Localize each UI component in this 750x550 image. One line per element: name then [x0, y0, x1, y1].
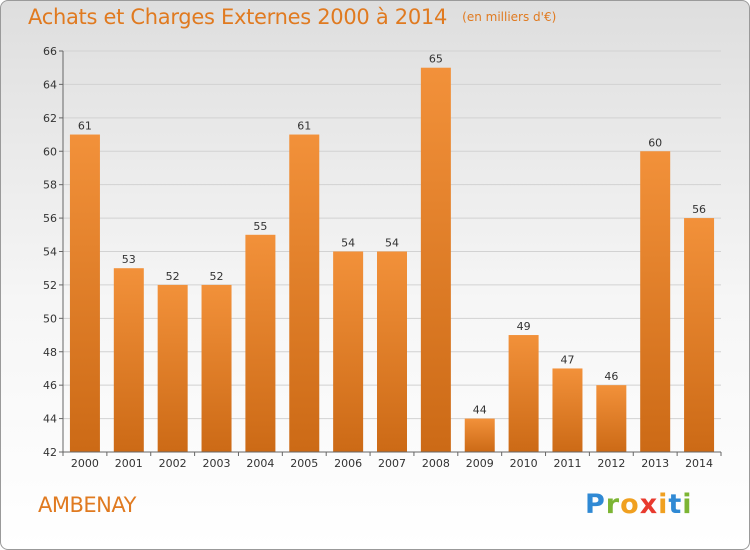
x-tick-label: 2007: [378, 457, 406, 470]
y-tick-label: 66: [43, 45, 57, 58]
bar: [157, 284, 188, 452]
bar: [420, 67, 451, 452]
data-label: 52: [166, 270, 180, 283]
x-tick-label: 2006: [334, 457, 362, 470]
y-tick-label: 48: [43, 346, 57, 359]
y-axis-ticks: 42 44 46 48 50 52 54 56 58 60 62 64 66: [43, 45, 63, 459]
bars: [69, 67, 715, 452]
logo-letter: t: [668, 489, 683, 520]
x-tick-label: 2012: [597, 457, 625, 470]
y-tick-label: 42: [43, 446, 57, 459]
bar: [640, 151, 671, 452]
y-tick-label: 62: [43, 112, 57, 125]
y-tick-label: 50: [43, 312, 57, 325]
y-tick-label: 54: [43, 246, 57, 259]
x-tick-label: 2005: [290, 457, 318, 470]
data-label: 49: [517, 320, 531, 333]
bar: [289, 134, 320, 452]
data-labels: 61 53 52 52 55 61 54 54 65 44 49 47 46 60 56: [78, 53, 706, 417]
x-tick-label: 2009: [466, 457, 494, 470]
proxiti-logo: Proxiti: [585, 489, 693, 520]
logo-letter: r: [605, 489, 621, 520]
logo-letter: P: [585, 489, 606, 520]
x-tick-label: 2008: [422, 457, 450, 470]
bar: [684, 218, 715, 452]
x-tick-label: 2011: [553, 457, 581, 470]
data-label: 47: [560, 353, 574, 366]
y-tick-label: 60: [43, 145, 57, 158]
bar: [377, 251, 407, 452]
y-tick-label: 44: [43, 413, 57, 426]
bar: [596, 385, 627, 452]
data-label: 60: [648, 136, 662, 149]
chart-subtitle: (en milliers d'€): [462, 10, 557, 24]
title-row: Achats et Charges Externes 2000 à 2014 (…: [28, 5, 556, 29]
chart-title: Achats et Charges Externes 2000 à 2014: [28, 5, 448, 29]
x-tick-label: 2002: [159, 457, 187, 470]
x-tick-label: 2014: [685, 457, 713, 470]
logo-letter: o: [620, 489, 640, 520]
x-tick-label: 2000: [71, 457, 99, 470]
y-tick-label: 58: [43, 179, 57, 192]
data-label: 61: [297, 120, 311, 133]
logo-letter: i: [658, 489, 669, 520]
data-label: 56: [692, 203, 706, 216]
data-label: 65: [429, 53, 443, 66]
data-label: 44: [473, 404, 487, 417]
data-label: 61: [78, 120, 92, 133]
bar: [201, 284, 232, 452]
bar: [552, 368, 583, 452]
data-label: 53: [122, 253, 136, 266]
bar: [69, 134, 100, 452]
data-label: 46: [604, 370, 618, 383]
logo-letter: i: [682, 489, 693, 520]
x-axis-ticks: 2000 2001 2002 2003 2004 2005 2006 2007 2008 2009…: [62, 452, 722, 470]
bar: [245, 234, 276, 452]
y-tick-label: 64: [43, 78, 57, 91]
bar: [333, 251, 364, 452]
x-tick-label: 2013: [641, 457, 669, 470]
y-tick-label: 56: [43, 212, 57, 225]
logo-letter: x: [639, 489, 659, 520]
x-tick-label: 2003: [203, 457, 231, 470]
x-tick-label: 2010: [510, 457, 538, 470]
y-tick-label: 52: [43, 279, 57, 292]
data-label: 54: [385, 237, 399, 250]
x-tick-label: 2001: [115, 457, 143, 470]
town-name: AMBENAY: [38, 493, 136, 517]
bar: [464, 418, 495, 452]
data-label: 52: [210, 270, 224, 283]
bar: [113, 268, 144, 452]
data-label: 54: [341, 237, 355, 250]
x-tick-label: 2004: [246, 457, 274, 470]
bar: [508, 335, 539, 452]
data-label: 55: [253, 220, 267, 233]
y-tick-label: 46: [43, 379, 57, 392]
